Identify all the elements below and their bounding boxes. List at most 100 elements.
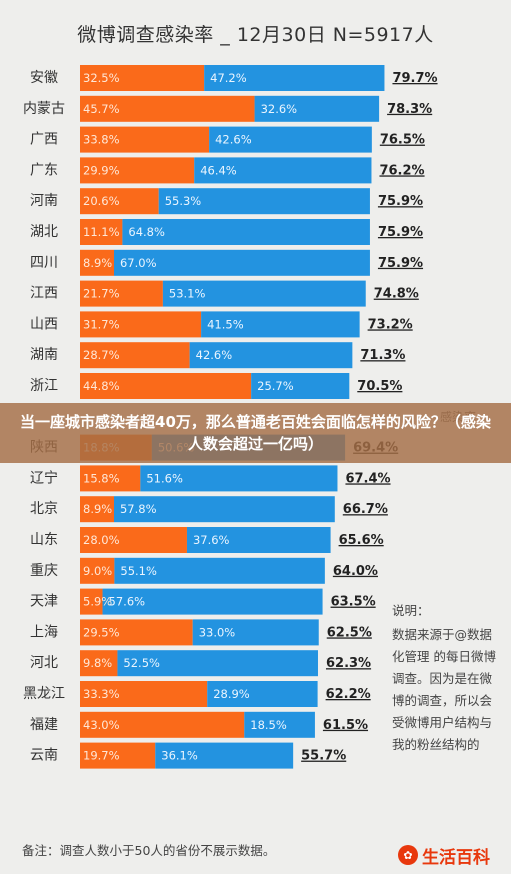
category-label: 安徽 <box>30 70 58 86</box>
category-label: 重庆 <box>30 563 58 579</box>
bar-blue-label: 57.6% <box>109 595 146 609</box>
bar-blue <box>113 496 335 523</box>
bar-orange <box>80 742 156 769</box>
bar-blue-label: 36.1% <box>161 749 198 763</box>
bar-blue <box>186 527 331 553</box>
note-box: 说明： 数据来源于@数据化管理 的每日微博调查。因为是在微博的调查，所以会受微博… <box>392 600 504 756</box>
bar-orange <box>80 527 187 553</box>
bar-blue-label: 53.1% <box>169 287 206 301</box>
bar-orange-label: 9.0% <box>83 564 112 578</box>
bar-blue <box>122 219 370 245</box>
bar-blue-label: 42.6% <box>196 348 233 362</box>
total-label: 62.3% <box>326 656 371 671</box>
note-body: 数据来源于@数据化管理 的每日微博调查。因为是在微博的调查，所以会受微博用户结构… <box>392 627 496 752</box>
bar-orange <box>80 126 210 153</box>
category-label: 浙江 <box>30 378 58 394</box>
total-label: 73.2% <box>368 317 413 332</box>
category-label: 内蒙古 <box>23 101 65 117</box>
bar-orange-label: 8.9% <box>83 256 112 270</box>
bar-blue <box>192 619 319 646</box>
bar-orange <box>80 619 193 646</box>
bar-orange <box>80 249 114 276</box>
bar-blue <box>102 588 323 615</box>
category-label: 广西 <box>30 132 58 148</box>
category-label: 福建 <box>30 717 58 733</box>
bar-orange <box>80 65 205 91</box>
total-label: 79.7% <box>392 71 437 86</box>
bar-blue <box>251 373 350 399</box>
total-label: 75.9% <box>378 194 423 209</box>
bar-orange <box>80 496 114 523</box>
bar-orange-label: 43.0% <box>83 718 120 732</box>
bar-orange <box>80 588 103 615</box>
bar-blue <box>254 95 380 122</box>
bar-blue-label: 55.1% <box>120 564 157 578</box>
total-label: 70.5% <box>357 379 402 394</box>
total-label: 65.6% <box>339 533 384 548</box>
category-label: 四川 <box>30 255 58 271</box>
headline-text: 当一座城市感染者超40万，那么普通老百姓会面临怎样的风险？（感染人数会超过一亿吗… <box>20 413 491 453</box>
category-label: 山东 <box>30 532 58 548</box>
category-label: 河北 <box>30 655 58 671</box>
total-label: 75.9% <box>378 256 423 271</box>
bar-orange-label: 20.6% <box>83 194 120 208</box>
total-label: 78.3% <box>387 102 432 117</box>
category-label: 云南 <box>30 748 58 764</box>
category-label: 上海 <box>30 624 58 640</box>
total-label: 74.8% <box>374 287 419 302</box>
category-label: 湖南 <box>30 347 58 363</box>
bar-blue <box>140 465 338 492</box>
bar-orange-label: 19.7% <box>83 749 120 763</box>
bar-blue <box>162 280 366 307</box>
bar-orange-label: 33.3% <box>83 687 120 701</box>
total-label: 76.5% <box>380 133 425 148</box>
category-label: 辽宁 <box>30 469 58 486</box>
category-label: 天津 <box>30 594 58 610</box>
bar-blue-label: 37.6% <box>193 533 230 547</box>
bar-orange <box>80 373 252 399</box>
bar-blue <box>155 742 294 769</box>
bar-blue-label: 32.6% <box>261 102 298 116</box>
category-label: 广东 <box>30 162 58 178</box>
category-label: 黑龙江 <box>23 686 65 702</box>
category-label: 湖北 <box>30 224 58 240</box>
bar-orange <box>80 95 255 122</box>
bar-blue-label: 33.0% <box>199 625 236 639</box>
bar-blue-label: 52.5% <box>123 656 160 670</box>
bar-orange-label: 29.9% <box>83 163 120 177</box>
bar-blue-label: 57.8% <box>120 502 157 516</box>
category-label: 江西 <box>30 286 58 302</box>
bar-orange-label: 21.7% <box>83 287 120 301</box>
total-label: 61.5% <box>323 718 368 733</box>
bar-orange <box>80 711 245 738</box>
bar-orange-label: 45.7% <box>83 102 120 116</box>
total-label: 66.7% <box>343 502 388 517</box>
total-label: 75.9% <box>378 225 423 240</box>
bar-blue-label: 55.3% <box>165 194 202 208</box>
bar-blue-label: 51.6% <box>146 471 183 485</box>
total-label: 55.7% <box>301 749 346 764</box>
bar-orange <box>80 342 190 369</box>
category-label: 北京 <box>30 501 58 517</box>
total-label: 71.3% <box>360 348 405 363</box>
bar-blue-label: 64.8% <box>128 225 165 239</box>
bar-orange-label: 28.7% <box>83 348 120 362</box>
logo-mark-icon: ✿ <box>398 845 418 865</box>
bar-blue <box>201 311 360 338</box>
bar-orange-label: 44.8% <box>83 379 120 393</box>
bar-orange <box>80 557 115 584</box>
bar-orange-label: 33.8% <box>83 133 120 147</box>
watermark-logo: ✿ 生活百科 <box>398 842 490 868</box>
chart-title: 微博调查感染率 _ 12月30日 N=5917人 <box>77 24 434 46</box>
bar-blue-label: 67.0% <box>120 256 157 270</box>
bar-orange <box>80 465 141 492</box>
bar-blue-label: 28.9% <box>213 687 250 701</box>
bar-orange <box>80 188 159 215</box>
bar-blue-label: 42.6% <box>215 133 252 147</box>
category-label: 河南 <box>30 193 58 209</box>
bar-blue <box>209 126 372 153</box>
bar-orange <box>80 219 123 245</box>
bar-blue <box>114 557 325 584</box>
bar-blue <box>204 65 385 91</box>
bar-orange-label: 11.1% <box>83 225 120 239</box>
